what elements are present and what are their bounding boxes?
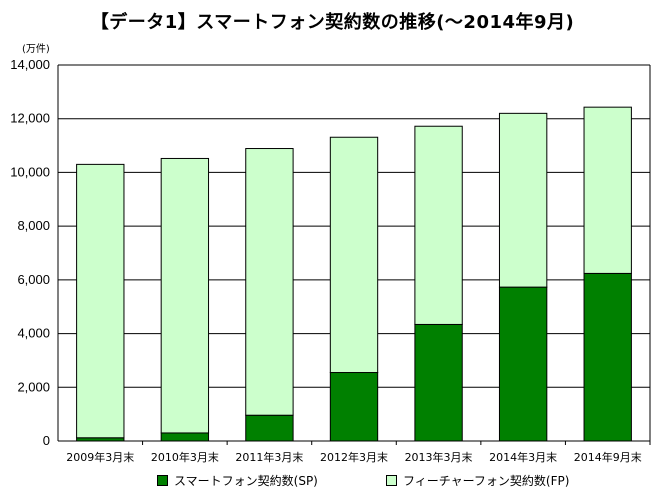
bar-segment-fp xyxy=(76,163,125,439)
legend-item-fp: フィーチャーフォン契約数(FP) xyxy=(386,472,569,489)
legend-label-fp: フィーチャーフォン契約数(FP) xyxy=(403,474,570,488)
y-tick-label: 6,000 xyxy=(17,272,50,287)
bar-segment-fp xyxy=(414,125,463,325)
bar-segment-sp xyxy=(583,272,632,442)
legend-item-sp: スマートフォン契約数(SP) xyxy=(157,472,318,489)
bar-segment-sp xyxy=(160,432,210,442)
axes xyxy=(57,65,651,445)
y-axis-unit-label: (万件) xyxy=(22,44,50,55)
y-tick-label: 8,000 xyxy=(17,218,50,233)
legend-swatch-sp xyxy=(157,475,168,486)
y-tick-label: 10,000 xyxy=(10,164,50,179)
legend-swatch-fp xyxy=(386,475,397,486)
bar-segment-sp xyxy=(329,372,379,442)
x-category-label: 2013年3月末 xyxy=(405,450,473,464)
x-category-label: 2014年3月末 xyxy=(489,450,557,464)
bar-segment-fp xyxy=(245,148,294,416)
chart-title: 【データ1】スマートフォン契約数の推移(～2014年9月) xyxy=(90,12,575,33)
legend-label-sp: スマートフォン契約数(SP) xyxy=(174,474,318,488)
bar-segment-sp xyxy=(414,323,463,442)
x-category-label: 2012年3月末 xyxy=(320,450,388,464)
x-category-label: 2010年3月末 xyxy=(151,450,219,464)
bar-segment-fp xyxy=(329,136,379,374)
x-category-label: 2009年3月末 xyxy=(66,450,134,464)
y-tick-label: 14,000 xyxy=(10,57,50,72)
bar-segment-sp xyxy=(245,414,294,442)
x-category-labels: 2009年3月末 2010年3月末 2011年3月末 2012年3月末 2013年3月末… xyxy=(66,450,641,464)
bar-segment-fp xyxy=(498,112,548,288)
y-tick-label: 2,000 xyxy=(17,379,50,394)
y-tick-labels: 0 2,000 4,000 6,000 8,000 10,000 12,000 14,000 xyxy=(10,57,50,448)
x-category-label: 2014年9月末 xyxy=(574,450,642,464)
y-tick-label: 4,000 xyxy=(17,326,50,341)
x-category-label: 2011年3月末 xyxy=(235,450,303,464)
y-tick-label: 0 xyxy=(43,433,50,448)
bar-segment-fp xyxy=(160,157,210,434)
bar-segment-fp xyxy=(583,106,632,274)
bars xyxy=(76,106,632,442)
y-tick-label: 12,000 xyxy=(10,111,50,126)
bar-segment-sp xyxy=(498,286,548,442)
